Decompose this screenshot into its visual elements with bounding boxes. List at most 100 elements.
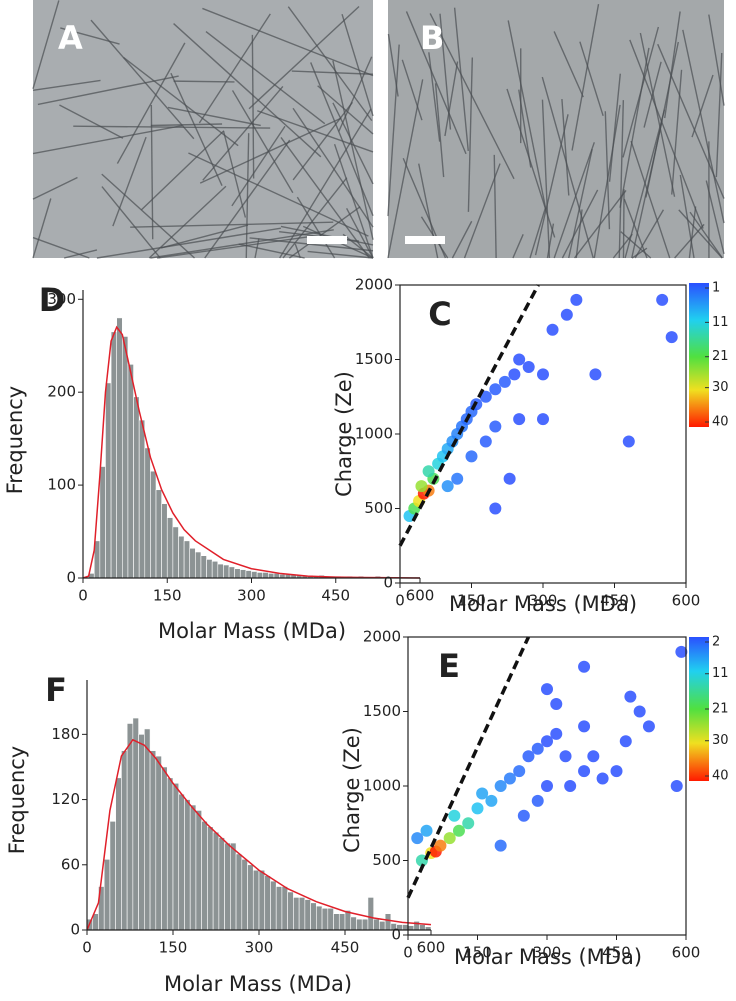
fibril	[467, 57, 474, 212]
density-point	[665, 331, 678, 344]
y-axis-title: Charge (Ze)	[340, 727, 364, 853]
bar	[195, 810, 202, 931]
panel-label: F	[45, 671, 67, 709]
bar	[122, 336, 129, 579]
fibril	[664, 11, 681, 119]
bar	[281, 886, 288, 931]
density-point	[531, 794, 544, 807]
fibril	[534, 114, 569, 256]
colorbar-label: 11	[712, 666, 729, 681]
y-axis-title: Charge (Ze)	[332, 371, 356, 497]
fibril	[173, 80, 235, 83]
bar	[201, 821, 208, 931]
image-label: B	[420, 19, 444, 57]
bar	[379, 921, 386, 931]
colorbar-label: 40	[712, 415, 729, 430]
x-tick-label: 450	[321, 587, 350, 605]
fibril	[96, 227, 281, 259]
density-point	[498, 375, 511, 388]
x-tick-label: 150	[153, 587, 182, 605]
fibril	[338, 56, 373, 132]
colorbar	[689, 283, 709, 427]
fibril	[32, 236, 90, 259]
fibril	[507, 20, 547, 210]
fibril	[620, 231, 652, 259]
fibril	[571, 3, 600, 151]
bar	[338, 913, 346, 931]
bar	[384, 913, 392, 931]
fibril	[345, 207, 374, 259]
density-point	[560, 308, 573, 321]
fibril	[101, 173, 195, 259]
scale-bar	[307, 236, 347, 244]
fibril	[553, 31, 584, 98]
bar	[228, 566, 235, 579]
density-point	[541, 780, 553, 792]
y-tick-label: 60	[61, 855, 80, 873]
density-point	[578, 660, 591, 673]
x-tick-label: 0	[403, 944, 413, 962]
fibril	[202, 7, 374, 77]
bar	[402, 924, 409, 931]
bar	[166, 777, 174, 931]
bar	[234, 568, 241, 579]
bar	[256, 572, 264, 579]
fibril	[140, 130, 225, 211]
fibril	[116, 42, 186, 164]
fibril	[561, 98, 570, 196]
fibril	[573, 190, 627, 259]
bar	[293, 897, 300, 931]
fibril	[157, 235, 313, 259]
fibril	[123, 56, 239, 147]
y-tick-label: 500	[372, 851, 401, 869]
bar	[132, 717, 139, 931]
bar	[110, 331, 118, 579]
x-tick-label: 600	[417, 939, 446, 957]
bar	[268, 573, 275, 579]
y-tick-label: 500	[364, 499, 393, 517]
colorbar-label: 11	[712, 315, 729, 330]
density-point	[642, 720, 655, 733]
bar	[206, 559, 213, 579]
fibril	[682, 29, 725, 224]
bar	[207, 826, 214, 931]
fibril	[634, 209, 665, 259]
density-point	[624, 690, 637, 703]
fibril	[541, 99, 551, 259]
bar	[172, 526, 179, 579]
fibril	[198, 13, 271, 124]
density-point	[420, 824, 433, 837]
fibril	[568, 148, 593, 259]
bar	[115, 777, 122, 931]
y-tick-label: 200	[47, 383, 76, 401]
density-point	[522, 750, 535, 763]
fibril	[167, 106, 261, 127]
density-point	[541, 735, 553, 748]
fibril	[608, 73, 621, 182]
density-point	[550, 727, 563, 740]
bar	[321, 907, 329, 931]
fibril	[691, 74, 714, 138]
fibril	[622, 189, 625, 259]
bar	[264, 875, 271, 931]
fibril	[288, 206, 361, 259]
density-point	[485, 794, 498, 807]
density-point	[471, 802, 484, 815]
fibril	[199, 117, 342, 184]
scale-bar	[405, 236, 445, 244]
x-axis-title: Molar Mass (MDa)	[164, 972, 352, 996]
bar	[105, 382, 112, 579]
bar	[211, 560, 219, 579]
colorbar-label: 21	[712, 349, 729, 364]
density-point	[462, 817, 475, 830]
fibril	[512, 234, 524, 259]
bar	[252, 869, 260, 931]
colorbar-label: 2	[712, 635, 720, 650]
y-tick-label: 0	[70, 921, 80, 939]
density-point	[589, 368, 602, 381]
density-point	[670, 780, 683, 792]
bar	[218, 837, 225, 931]
density-point	[503, 472, 516, 485]
fibril	[604, 111, 611, 230]
bar	[178, 535, 185, 579]
